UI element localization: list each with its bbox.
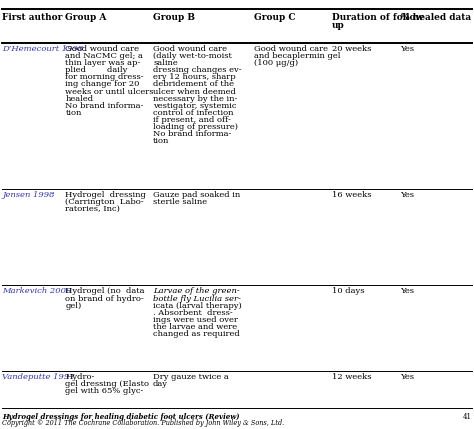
Text: 20 weeks: 20 weeks [332, 45, 371, 53]
Text: ing change for 20: ing change for 20 [65, 81, 140, 88]
Text: Hydrogel (no  data: Hydrogel (no data [65, 287, 145, 296]
Text: weeks or until ulcers: weeks or until ulcers [65, 88, 154, 96]
Text: up: up [332, 21, 345, 30]
Text: vestigator, systemic: vestigator, systemic [153, 102, 237, 110]
Text: if present, and off-: if present, and off- [153, 116, 231, 124]
Text: Jensen 1998: Jensen 1998 [2, 191, 55, 199]
Text: icata (larval therapy): icata (larval therapy) [153, 302, 242, 310]
Text: Good wound care: Good wound care [254, 45, 328, 53]
Text: 12 weeks: 12 weeks [332, 373, 371, 381]
Text: D’Hemecourt 1998: D’Hemecourt 1998 [2, 45, 83, 53]
Text: gel with 65% glyc-: gel with 65% glyc- [65, 387, 144, 396]
Text: gel): gel) [65, 302, 82, 310]
Text: Group C: Group C [254, 13, 295, 22]
Text: ulcer when deemed: ulcer when deemed [153, 88, 236, 96]
Text: First author: First author [2, 13, 63, 22]
Text: 41: 41 [463, 413, 472, 421]
Text: Hydrogel dressings for healing diabetic foot ulcers (Review): Hydrogel dressings for healing diabetic … [2, 413, 240, 421]
Text: on brand of hydro-: on brand of hydro- [65, 295, 144, 302]
Text: Good wound care: Good wound care [153, 45, 227, 53]
Text: No brand informa-: No brand informa- [65, 102, 144, 110]
Text: plied        daily: plied daily [65, 66, 128, 74]
Text: gel dressing (Elasto: gel dressing (Elasto [65, 381, 149, 388]
Text: % healed data: % healed data [401, 13, 471, 22]
Text: sterile saline: sterile saline [153, 198, 207, 206]
Text: ings were used over: ings were used over [153, 316, 238, 324]
Text: (Carrington  Labo-: (Carrington Labo- [65, 198, 144, 206]
Text: thin layer was ap-: thin layer was ap- [65, 59, 141, 67]
Text: Group A: Group A [65, 13, 107, 22]
Text: loading of pressure): loading of pressure) [153, 123, 238, 131]
Text: changed as required: changed as required [153, 330, 240, 338]
Text: and becaplermin gel: and becaplermin gel [254, 52, 340, 60]
Text: Markevich 2000: Markevich 2000 [2, 287, 72, 296]
Text: bottle fly Lucilia ser-: bottle fly Lucilia ser- [153, 295, 241, 302]
Text: healed: healed [65, 95, 93, 103]
Text: Hydrogel  dressing: Hydrogel dressing [65, 191, 146, 199]
Text: (100 μg/g): (100 μg/g) [254, 59, 298, 67]
Text: Dry gauze twice a: Dry gauze twice a [153, 373, 229, 381]
Text: Yes: Yes [401, 373, 415, 381]
Text: 10 days: 10 days [332, 287, 365, 296]
Text: necessary by the in-: necessary by the in- [153, 95, 237, 103]
Text: Yes: Yes [401, 45, 415, 53]
Text: debridement of the: debridement of the [153, 81, 234, 88]
Text: Group B: Group B [153, 13, 195, 22]
Text: the larvae and were: the larvae and were [153, 323, 237, 331]
Text: Hydro-: Hydro- [65, 373, 95, 381]
Text: dressing changes ev-: dressing changes ev- [153, 66, 242, 74]
Text: and NaCMC gel; a: and NaCMC gel; a [65, 52, 143, 60]
Text: (daily wet-to-moist: (daily wet-to-moist [153, 52, 232, 60]
Text: Gauze pad soaked in: Gauze pad soaked in [153, 191, 240, 199]
Text: tion: tion [65, 109, 82, 117]
Text: ery 12 hours, sharp: ery 12 hours, sharp [153, 73, 236, 82]
Text: Yes: Yes [401, 287, 415, 296]
Text: for morning dress-: for morning dress- [65, 73, 144, 82]
Text: . Absorbent  dress-: . Absorbent dress- [153, 309, 233, 317]
Text: 16 weeks: 16 weeks [332, 191, 371, 199]
Text: Larvae of the green-: Larvae of the green- [153, 287, 240, 296]
Text: Good wound care: Good wound care [65, 45, 139, 53]
Text: Vandeputte 1997: Vandeputte 1997 [2, 373, 75, 381]
Text: tion: tion [153, 137, 170, 145]
Text: day: day [153, 381, 168, 388]
Text: Duration of follow: Duration of follow [332, 13, 423, 22]
Text: No brand informa-: No brand informa- [153, 130, 231, 138]
Text: ratories, Inc): ratories, Inc) [65, 205, 120, 213]
Text: saline: saline [153, 59, 178, 67]
Text: Copyright © 2011 The Cochrane Collaboration. Published by John Wiley & Sons, Ltd: Copyright © 2011 The Cochrane Collaborat… [2, 419, 284, 427]
Text: control of infection: control of infection [153, 109, 234, 117]
Text: Yes: Yes [401, 191, 415, 199]
